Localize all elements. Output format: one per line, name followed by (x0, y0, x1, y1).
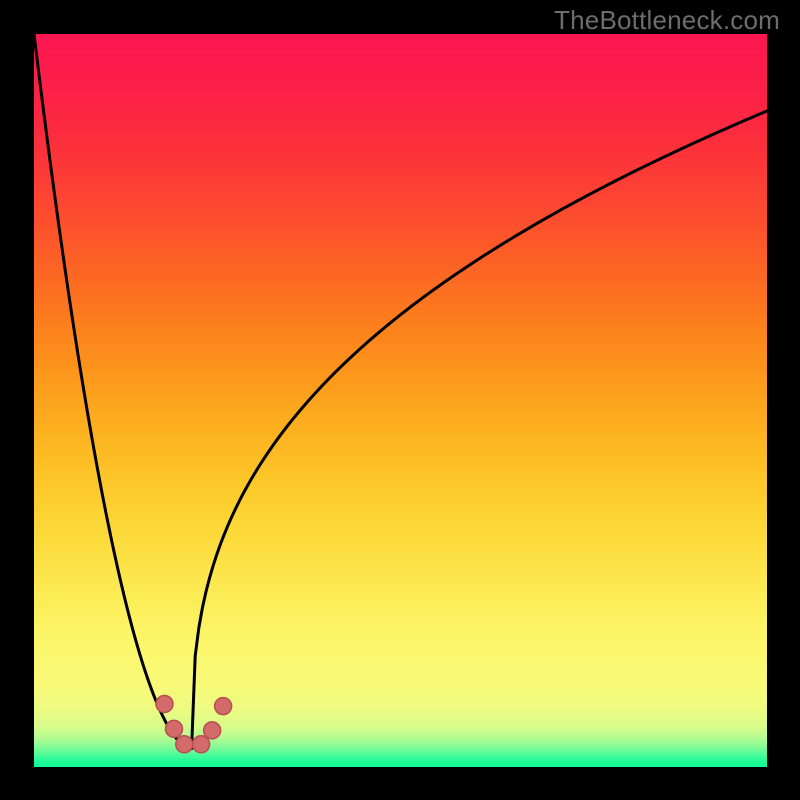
data-marker (204, 722, 221, 739)
data-marker (215, 698, 232, 715)
data-marker (156, 695, 173, 712)
watermark-text: TheBottleneck.com (554, 5, 780, 36)
bottleneck-curve (34, 34, 767, 749)
data-marker (176, 736, 193, 753)
chart-stage: TheBottleneck.com (0, 0, 800, 800)
data-marker (166, 720, 183, 737)
chart-svg (0, 0, 800, 800)
data-marker (193, 736, 210, 753)
